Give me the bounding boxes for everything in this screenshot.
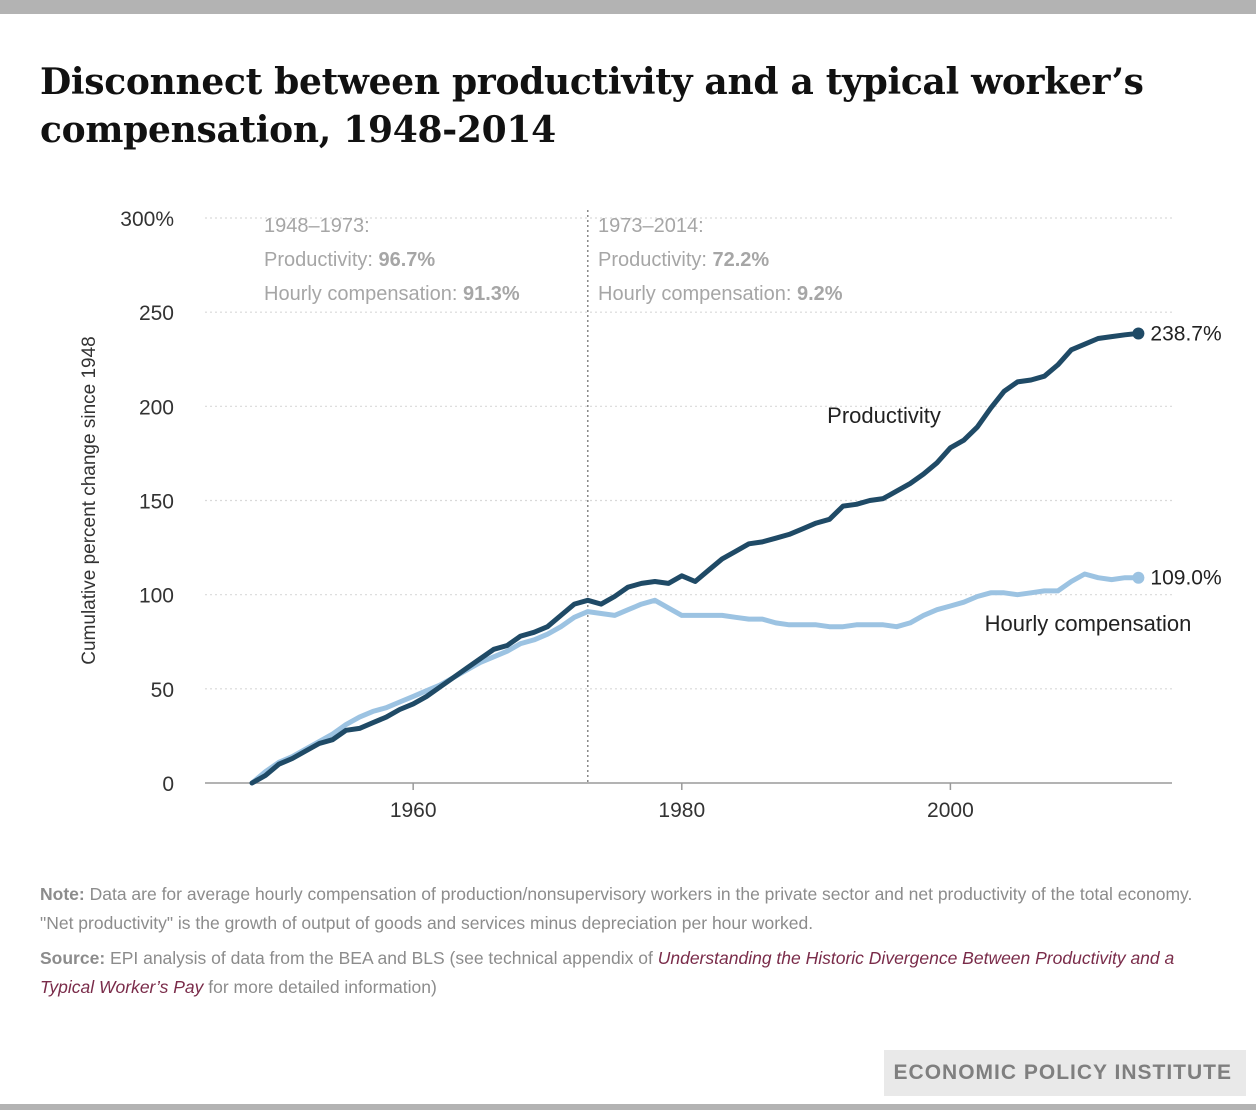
- axes: 0 50 100 150 200 250 300% 1960 1980 2000 Cumulativ…: [79, 208, 1172, 822]
- source-link[interactable]: Understanding the Historic Divergence Be…: [40, 948, 1175, 997]
- y-tick-label-300: 300%: [120, 208, 174, 231]
- period-2-productivity: Productivity: 72.2%: [598, 249, 769, 271]
- note-text: Data are for average hourly compensation…: [40, 884, 1193, 933]
- chart-labels: 1948–1973: Productivity: 96.7% Hourly comp…: [264, 215, 1222, 636]
- hourly-compensation-end-point: [1132, 571, 1145, 584]
- y-tick-label-50: 50: [151, 679, 174, 702]
- y-axis-title: Cumulative percent change since 1948: [79, 336, 100, 664]
- productivity-line: [249, 330, 1141, 786]
- productivity-end-point: [1132, 327, 1145, 340]
- source-label: Source:: [40, 948, 106, 968]
- period-2-label: 1973–2014:: [598, 215, 704, 237]
- footer-brand: ECONOMIC POLICY INSTITUTE: [884, 1050, 1246, 1096]
- notes-block: Note: Data are for average hourly compen…: [40, 880, 1210, 1008]
- hourly-compensation-end-label: 109.0%: [1150, 567, 1221, 590]
- productivity-series-label: Productivity: [827, 403, 941, 428]
- chart-title: Disconnect between productivity and a ty…: [40, 61, 1144, 151]
- series-lines: [249, 327, 1145, 786]
- y-tick-label-0: 0: [162, 773, 174, 796]
- note-label: Note:: [40, 884, 85, 904]
- hourly-compensation-line: [249, 571, 1141, 786]
- note-paragraph: Note: Data are for average hourly compen…: [40, 880, 1210, 938]
- productivity-end-label: 238.7%: [1150, 322, 1221, 345]
- top-border: [0, 0, 1256, 14]
- source-text-after: for more detailed information): [203, 977, 437, 997]
- period-2-compensation: Hourly compensation: 9.2%: [598, 283, 843, 305]
- y-tick-label-250: 250: [139, 302, 174, 325]
- source-text-before: EPI analysis of data from the BEA and BL…: [105, 948, 658, 968]
- bottom-border: [0, 1104, 1256, 1110]
- period-1-productivity: Productivity: 96.7%: [264, 249, 435, 271]
- y-tick-label-150: 150: [139, 491, 174, 514]
- y-tick-label-100: 100: [139, 585, 174, 608]
- x-tick-label-1960: 1960: [390, 799, 437, 822]
- chart-area: 0 50 100 150 200 250 300% 1960 1980 2000 Cumulativ…: [79, 208, 1222, 822]
- y-tick-label-200: 200: [139, 396, 174, 419]
- period-1-label: 1948–1973:: [264, 215, 370, 237]
- x-tick-label-1980: 1980: [658, 799, 705, 822]
- compensation-series-label: Hourly compensation: [985, 611, 1192, 636]
- x-tick-label-2000: 2000: [927, 799, 974, 822]
- source-paragraph: Source: EPI analysis of data from the BE…: [40, 944, 1210, 1002]
- period-1-compensation: Hourly compensation: 91.3%: [264, 283, 520, 305]
